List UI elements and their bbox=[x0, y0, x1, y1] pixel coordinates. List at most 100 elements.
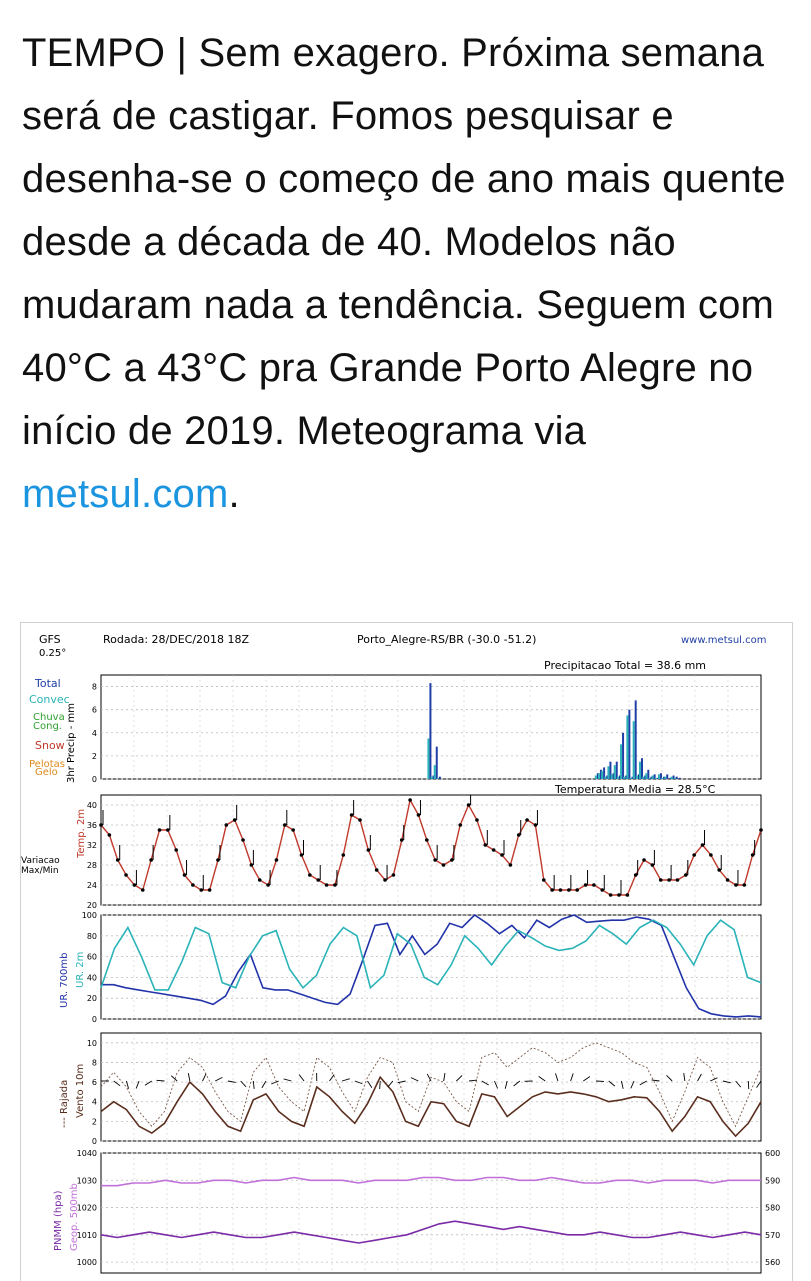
temp-point bbox=[325, 883, 329, 887]
precip-convec-bar bbox=[652, 776, 654, 779]
precip-convec-bar bbox=[633, 721, 635, 779]
temp-point bbox=[517, 833, 521, 837]
precip-convec-bar bbox=[642, 777, 644, 779]
temp-point bbox=[300, 853, 304, 857]
temp-point bbox=[250, 863, 254, 867]
temp-point bbox=[333, 883, 337, 887]
tweet-text: TEMPO | Sem exagero. Próxima semana será… bbox=[22, 22, 792, 526]
legend-cong: Cong. bbox=[33, 721, 62, 732]
humidity-tick-label: 100 bbox=[82, 911, 97, 920]
temp-point bbox=[183, 873, 187, 877]
temp-tick-label: 36 bbox=[87, 821, 97, 830]
temp-point bbox=[759, 828, 763, 832]
temp-point bbox=[442, 863, 446, 867]
wind-barb bbox=[188, 1073, 190, 1081]
temp-point bbox=[258, 878, 262, 882]
precip-convec-bar bbox=[648, 778, 650, 779]
temp-point bbox=[575, 888, 579, 892]
temp-point bbox=[617, 893, 621, 897]
precip-convec-bar bbox=[671, 777, 673, 779]
temp-point bbox=[383, 878, 387, 882]
precip-tick-label: 6 bbox=[92, 706, 97, 715]
meteogram-image[interactable]: GFS 0.25° Rodada: 28/DEC/2018 18Z Porto_… bbox=[20, 622, 793, 1281]
run-label: Rodada: 28/DEC/2018 18Z bbox=[103, 633, 250, 646]
wind-barb bbox=[652, 1080, 660, 1081]
temp-point bbox=[492, 848, 496, 852]
wind-barb bbox=[253, 1081, 254, 1089]
wind-barb bbox=[380, 1081, 381, 1089]
maxmin-label: Max/Min bbox=[21, 866, 59, 876]
temp-point bbox=[500, 853, 504, 857]
temp-point bbox=[484, 843, 488, 847]
variacao-label: Variacao bbox=[21, 856, 60, 866]
temp-point bbox=[417, 813, 421, 817]
temp-point bbox=[717, 868, 721, 872]
wind-barb bbox=[698, 1074, 702, 1081]
temp-point bbox=[149, 858, 153, 862]
temp-point bbox=[642, 858, 646, 862]
temp-point bbox=[408, 798, 412, 802]
temp-point bbox=[191, 883, 195, 887]
precip-convec-bar bbox=[623, 777, 625, 779]
precip-convec-bar bbox=[661, 778, 663, 779]
wind-barb bbox=[555, 1073, 557, 1081]
legend-convec: Convec bbox=[29, 693, 70, 706]
wind-barb bbox=[156, 1080, 164, 1081]
precip-convec-bar bbox=[431, 777, 433, 779]
precip-tick-label: 4 bbox=[92, 729, 97, 738]
wind-barb bbox=[482, 1081, 489, 1085]
humidity-tick-label: 20 bbox=[87, 994, 97, 1003]
temp-point bbox=[550, 888, 554, 892]
temp-point bbox=[567, 888, 571, 892]
humidity-tick-label: 80 bbox=[87, 932, 97, 941]
temp-point bbox=[316, 878, 320, 882]
temp-point bbox=[341, 853, 345, 857]
pressure-tick-label: 1040 bbox=[77, 1149, 97, 1158]
temp-point bbox=[626, 893, 630, 897]
precip-convec-bar bbox=[655, 778, 657, 779]
temp-point bbox=[291, 828, 295, 832]
temp-point bbox=[709, 853, 713, 857]
precip-total-bar bbox=[679, 778, 681, 779]
wind-barb bbox=[723, 1081, 731, 1083]
precip-convec-bar bbox=[636, 776, 638, 779]
temp-point bbox=[659, 878, 663, 882]
tweet-body: TEMPO | Sem exagero. Próxima semana será… bbox=[22, 31, 786, 453]
temp-point bbox=[726, 878, 730, 882]
pressure-right-tick: 590 bbox=[765, 1176, 780, 1185]
temp-point bbox=[108, 833, 112, 837]
meteogram-chart: GFS 0.25° Rodada: 28/DEC/2018 18Z Porto_… bbox=[21, 623, 792, 1281]
precip-total-bar bbox=[628, 710, 630, 779]
precip-total-bar bbox=[676, 777, 678, 779]
temp-point bbox=[534, 823, 538, 827]
temp-point bbox=[166, 828, 170, 832]
precip-tick-label: 0 bbox=[92, 775, 97, 784]
wind-tick-label: 6 bbox=[92, 1078, 97, 1087]
wind-tick-label: 4 bbox=[92, 1098, 97, 1107]
temp-point bbox=[375, 868, 379, 872]
temp-point bbox=[199, 888, 203, 892]
temp-axis-label: Temp. 2m bbox=[76, 809, 87, 859]
temp-point bbox=[509, 863, 513, 867]
temp-point bbox=[216, 858, 220, 862]
pressure-right-tick: 580 bbox=[765, 1204, 780, 1213]
temp-point bbox=[458, 823, 462, 827]
temp-point bbox=[467, 803, 471, 807]
precip-axis-label: 3hr Precip - mm bbox=[66, 703, 77, 783]
wind-barb bbox=[145, 1081, 152, 1085]
resolution-label: 0.25° bbox=[39, 648, 66, 659]
temp-point bbox=[692, 853, 696, 857]
temp-point bbox=[734, 883, 738, 887]
temp-point bbox=[208, 888, 212, 892]
legend-snow: Snow bbox=[35, 739, 65, 752]
temp-point bbox=[542, 878, 546, 882]
precip-convec-bar bbox=[626, 715, 628, 779]
rajada-axis-label: --- Rajada bbox=[59, 1080, 70, 1128]
temp-point bbox=[584, 883, 588, 887]
precip-total-bar bbox=[616, 762, 618, 779]
wind-barb bbox=[666, 1075, 672, 1081]
precip-total-label: Precipitacao Total = 38.6 mm bbox=[544, 659, 706, 672]
precip-convec-bar bbox=[664, 777, 666, 779]
temp-point bbox=[525, 818, 529, 822]
metsul-link[interactable]: metsul.com bbox=[22, 472, 229, 516]
